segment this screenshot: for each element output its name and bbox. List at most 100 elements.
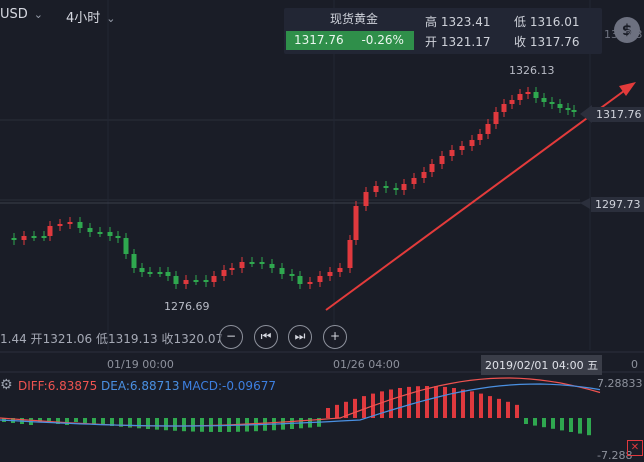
symbol-label: USD [0,7,28,22]
ohlc-low-label: 低 [96,332,109,346]
macd-bar [47,418,51,423]
candle-body [77,222,83,228]
zoom-out-button[interactable]: − [219,325,243,349]
zoom-in-button[interactable]: + [323,325,347,349]
macd-bar [146,418,150,429]
candle-body [41,236,47,238]
dea-line [0,383,601,427]
low-point-label: 1276.69 [164,300,210,313]
trend-arrow-line [325,87,629,311]
macd-bar [551,418,555,429]
candle-body [87,228,93,232]
candle-body [459,146,465,150]
close-icon[interactable]: ✕ [627,440,643,456]
skip-back-button[interactable]: ⏮ [254,325,278,349]
macd-bar [461,389,465,418]
candle-body [557,104,563,108]
stat-high-value: 1323.41 [440,15,491,29]
candle-body [173,276,179,284]
macd-bar [398,387,402,418]
candle-body [183,280,189,284]
trend-arrow-head [619,82,636,96]
macd-bar [119,418,123,427]
plus-icon: + [329,329,341,343]
macd-bar [344,401,348,418]
candle-body [383,186,389,188]
dollar-icon[interactable]: $ [614,17,640,43]
macd-diff-value: DIFF:6.83875 [18,379,98,393]
macd-bar [470,391,474,418]
macd-bar [353,398,357,418]
macd-bar [92,418,96,424]
interval-selector[interactable]: 4小时 ⌄ [66,7,116,26]
candle-body [203,280,209,282]
macd-bar [389,389,393,418]
macd-bar [326,408,330,418]
ohlc-low: 1319.13 [108,332,158,346]
stat-low: 低 1316.01 [514,13,579,30]
macd-bar [101,418,105,425]
candle-body [337,268,343,272]
crosshair-time-label: 2019/02/01 04:00 五 [481,355,603,375]
candle-body [411,178,417,184]
macd-bar [488,396,492,418]
candle-body [165,272,171,276]
price-axis-top: 1332.3 [604,28,643,41]
candle-body [393,188,399,190]
macd-bar [200,418,204,432]
candle-body [373,186,379,192]
candle-body [485,124,491,134]
macd-bar [443,386,447,418]
candle-body [297,276,303,284]
candle-body [509,100,515,104]
stat-open-label: 开 [425,35,438,49]
macd-bar [191,418,195,432]
high-point-label: 1326.13 [509,64,555,77]
candle-body [517,94,523,100]
time-label-1: 01/19 00:00 [107,358,174,371]
gear-icon[interactable]: ⚙ [0,377,13,393]
stat-open: 开 1321.17 [425,33,490,50]
macd-bar [164,418,168,431]
symbol-selector[interactable]: USD ⌄ [0,7,43,22]
instrument-name: 现货黄金 [330,12,379,26]
macd-bar [524,418,528,424]
candle-body [193,280,199,282]
candle-body [549,102,555,104]
macd-bar [578,418,582,434]
candle-body [525,92,531,94]
chevron-down-icon: ⌄ [106,12,116,25]
candle-body [157,272,163,274]
candle-body [123,238,129,254]
candle-body [11,238,17,240]
candle-body [211,276,217,282]
skip-back-icon: ⏮ [260,329,272,343]
candle-body [47,226,53,236]
macd-bar [425,386,429,418]
candle-body [449,150,455,156]
macd-bar [587,418,591,436]
current-price-pointer [580,105,592,123]
skip-forward-button[interactable]: ⏭ [288,325,312,349]
candle-body [21,236,27,240]
candle-body [115,236,121,238]
stat-close-value: 1317.76 [529,35,580,49]
macd-bar [65,418,69,425]
stat-close: 收 1317.76 [514,33,579,50]
candle-body [67,222,73,224]
stat-low-value: 1316.01 [529,15,580,29]
macd-bar [497,398,501,418]
candle-body [493,112,499,124]
macd-bar [110,418,114,426]
macd-bar [362,396,366,418]
candle-body [289,274,295,276]
current-price: 1317.76 [294,33,344,47]
macd-axis-top: 7.28833 [597,377,643,390]
candle-body [317,276,323,282]
stat-high: 高 1323.41 [425,13,490,30]
candle-body [363,192,369,206]
candle-body [421,172,427,178]
candle-body [97,232,103,234]
interval-label: 4小时 [66,11,101,26]
